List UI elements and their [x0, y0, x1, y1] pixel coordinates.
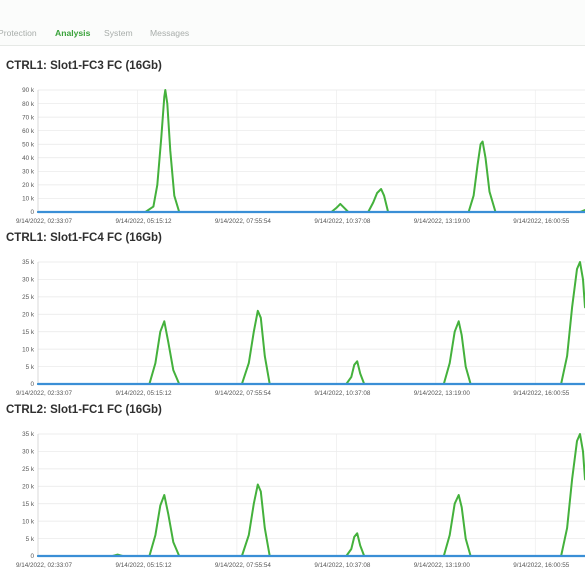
y-tick-label: 35 k	[22, 259, 35, 266]
x-tick-label: 9/14/2022, 05:15:12	[115, 218, 172, 225]
traffic-series-line	[37, 89, 585, 213]
x-tick-label: 9/14/2022, 02:33:07	[16, 390, 73, 397]
y-tick-label: 20 k	[22, 311, 35, 318]
chart-ctrl1-fc4: 0 5 k 10 k 15 k 20 k 25 k 30 k 35 k 9/14/2022, 0…	[16, 259, 585, 397]
x-tick-label: 9/14/2022, 05:15:12	[115, 562, 172, 569]
tab-messages[interactable]: Messages	[150, 28, 190, 38]
y-tick-label: 50 k	[22, 141, 35, 148]
x-tick-label: 9/14/2022, 02:33:07	[16, 218, 73, 225]
chart-ctrl1-fc3: 0 10 k 20 k 30 k 40 k 50 k 60 k 70 k 80 k 90 k 9/1…	[16, 87, 585, 225]
chart-title-ctrl2-fc1: CTRL2: Slot1-FC1 FC (16Gb)	[6, 404, 162, 416]
y-tick-label: 30 k	[22, 169, 35, 176]
y-tick-label: 10 k	[22, 518, 35, 525]
x-tick-label: 9/14/2022, 10:37:08	[314, 218, 371, 225]
y-tick-label: 35 k	[22, 431, 35, 438]
y-tick-label: 10 k	[22, 196, 35, 203]
y-tick-label: 0	[30, 553, 34, 560]
traffic-series-line	[37, 261, 585, 385]
chart-title-ctrl1-fc4: CTRL1: Slot1-FC4 FC (16Gb)	[6, 232, 162, 244]
x-tick-label: 9/14/2022, 10:37:08	[314, 390, 371, 397]
x-tick-label: 9/14/2022, 16:00:55	[513, 390, 570, 397]
y-tick-label: 0	[30, 209, 34, 216]
x-tick-label: 9/14/2022, 07:55:54	[215, 562, 272, 569]
x-tick-label: 9/14/2022, 07:55:54	[215, 390, 272, 397]
tab-bar: Protection Analysis System Messages	[0, 0, 585, 46]
chart-title-ctrl1-fc3: CTRL1: Slot1-FC3 FC (16Gb)	[6, 60, 162, 72]
x-tick-label: 9/14/2022, 13:19:00	[414, 390, 471, 397]
tab-analysis[interactable]: Analysis	[55, 28, 91, 38]
y-tick-label: 15 k	[22, 501, 35, 508]
x-tick-label: 9/14/2022, 02:33:07	[16, 562, 73, 569]
y-tick-label: 0	[30, 381, 34, 388]
y-tick-label: 30 k	[22, 277, 35, 284]
x-tick-label: 9/14/2022, 13:19:00	[414, 562, 471, 569]
chart-ctrl2-fc1: 0 5 k 10 k 15 k 20 k 25 k 30 k 35 k 9/14/2022, 0…	[16, 431, 585, 569]
y-tick-label: 20 k	[22, 483, 35, 490]
y-tick-label: 25 k	[22, 294, 35, 301]
y-tick-label: 80 k	[22, 101, 35, 108]
y-tick-label: 10 k	[22, 346, 35, 353]
x-tick-label: 9/14/2022, 16:00:55	[513, 562, 570, 569]
y-tick-label: 40 k	[22, 155, 35, 162]
x-tick-label: 9/14/2022, 13:19:00	[414, 218, 471, 225]
y-tick-label: 25 k	[22, 466, 35, 473]
y-tick-label: 15 k	[22, 329, 35, 336]
y-tick-label: 5 k	[26, 364, 35, 371]
y-tick-label: 70 k	[22, 114, 35, 121]
y-tick-label: 90 k	[22, 87, 35, 94]
traffic-series-line	[37, 433, 585, 557]
tab-protection[interactable]: Protection	[0, 28, 37, 38]
y-tick-label: 20 k	[22, 182, 35, 189]
x-tick-label: 9/14/2022, 07:55:54	[215, 218, 272, 225]
y-tick-label: 60 k	[22, 128, 35, 135]
tab-system[interactable]: System	[104, 28, 133, 38]
x-tick-label: 9/14/2022, 16:00:55	[513, 218, 570, 225]
x-tick-label: 9/14/2022, 10:37:08	[314, 562, 371, 569]
y-tick-label: 5 k	[26, 536, 35, 543]
x-tick-label: 9/14/2022, 05:15:12	[115, 390, 172, 397]
y-tick-label: 30 k	[22, 449, 35, 456]
